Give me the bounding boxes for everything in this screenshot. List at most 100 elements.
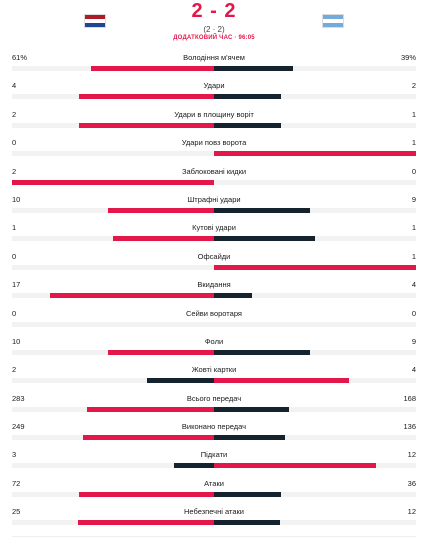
stat-label: Володіння м'ячем [183,53,245,62]
stat-bar-track [12,122,416,128]
argentina-flag-icon [322,14,344,28]
stat-row: 25 Небезпечні атаки 12 [0,502,428,530]
home-value: 17 [12,280,21,290]
stat-label: Небезпечні атаки [184,507,244,517]
home-bar [83,435,214,441]
home-bar [147,378,214,384]
away-value: 136 [403,422,416,432]
stat-row: 61% Володіння м'ячем 39% [0,48,428,76]
home-value: 10 [12,194,21,204]
away-value: 2 [411,81,416,91]
stat-row: 72 Атаки 36 [0,474,428,502]
stat-row: 2 Жовті картки 4 [0,360,428,388]
stat-row: 2 Заблоковані кидки 0 [0,162,428,190]
stat-bar-track [12,491,416,497]
home-bar [79,122,214,128]
stat-row: 0 Офсайди 1 [0,247,428,275]
home-bar [50,293,214,299]
home-value: 1 [12,223,17,233]
home-bar [79,491,214,497]
home-value: 0 [12,308,17,318]
stat-bar-track [12,179,416,185]
stat-label: Підкати [200,450,228,460]
home-bar [87,406,214,412]
stats-list: 61% Володіння м'ячем 39% 4 Удари 2 2 Удари в пл… [0,48,428,531]
home-value: 0 [12,138,17,148]
away-bar [214,293,252,299]
stat-label: Кутові удари [192,223,236,233]
stat-bar-track [12,94,416,100]
home-value: 2 [12,109,17,119]
stat-bar-track [12,321,416,327]
home-value: 2 [12,166,17,176]
divider [12,536,416,537]
stat-label: Штрафні удари [187,194,241,204]
away-value: 0 [411,308,416,318]
stat-label: Всього передач [186,393,242,403]
stat-bar-track [12,378,416,384]
home-bar [174,463,214,469]
stat-bar-track [12,207,416,213]
away-value: 1 [411,223,416,233]
stat-label: Фоли [204,336,224,346]
home-bar [108,207,214,213]
away-value: 168 [403,393,416,403]
stat-bar-track [12,435,416,441]
home-value: 61% [12,53,28,62]
away-value: 9 [411,336,416,346]
match-status: ДОДАТКОВИЙ ЧАС · 96:05 [173,35,255,41]
flag-stripe [85,19,105,23]
away-bar [214,66,293,71]
stat-label: Жовті картки [191,365,237,375]
stat-bar-track [12,406,416,412]
stat-row: 3 Підкати 12 [0,445,428,473]
stat-row: 283 Всього передач 168 [0,389,428,417]
away-bar [214,406,289,412]
away-value: 36 [407,478,416,488]
away-bar [214,435,285,441]
away-value: 4 [411,280,416,290]
stat-row: 249 Виконано передач 136 [0,417,428,445]
away-bar [214,207,310,213]
stat-bar-track [12,151,416,157]
match-score: 2 - 2 [191,0,237,22]
stat-row: 0 Удари повз ворота 1 [0,133,428,161]
stat-bar-track [12,236,416,242]
flag-stripe [323,23,343,27]
away-bar [214,122,281,128]
home-bar [78,520,214,526]
away-value: 4 [411,365,416,375]
home-value: 72 [12,478,21,488]
away-bar [214,520,280,526]
away-value: 12 [407,507,416,517]
stat-row: 17 Вкидання 4 [0,275,428,303]
stat-row: 10 Фоли 9 [0,332,428,360]
stat-label: Офсайди [197,251,231,261]
flag-stripe [323,15,343,19]
away-bar [214,94,281,100]
away-value: 0 [411,166,416,176]
home-bar [113,236,214,242]
stat-label: Удари повз ворота [181,138,247,148]
away-bar [214,236,315,242]
home-bar [91,66,214,71]
away-bar [214,491,281,497]
flag-stripe [323,19,343,23]
away-value: 1 [411,251,416,261]
stat-row: 0 Сейви воротаря 0 [0,304,428,332]
netherlands-flag-icon [84,14,106,28]
home-value: 3 [12,450,17,460]
stat-bar-track [12,463,416,469]
away-bar [214,349,310,355]
stat-label: Вкидання [197,280,231,290]
home-value: 0 [12,251,17,261]
away-value: 39% [400,53,416,62]
away-bar [214,378,349,384]
stat-label: Удари [203,81,225,91]
home-value: 249 [12,422,25,432]
away-value: 12 [407,450,416,460]
sub-score: (2 · 2) [203,25,225,34]
home-value: 4 [12,81,17,91]
stat-bar-track [12,293,416,299]
stat-label: Удари в площину воріт [174,109,254,119]
